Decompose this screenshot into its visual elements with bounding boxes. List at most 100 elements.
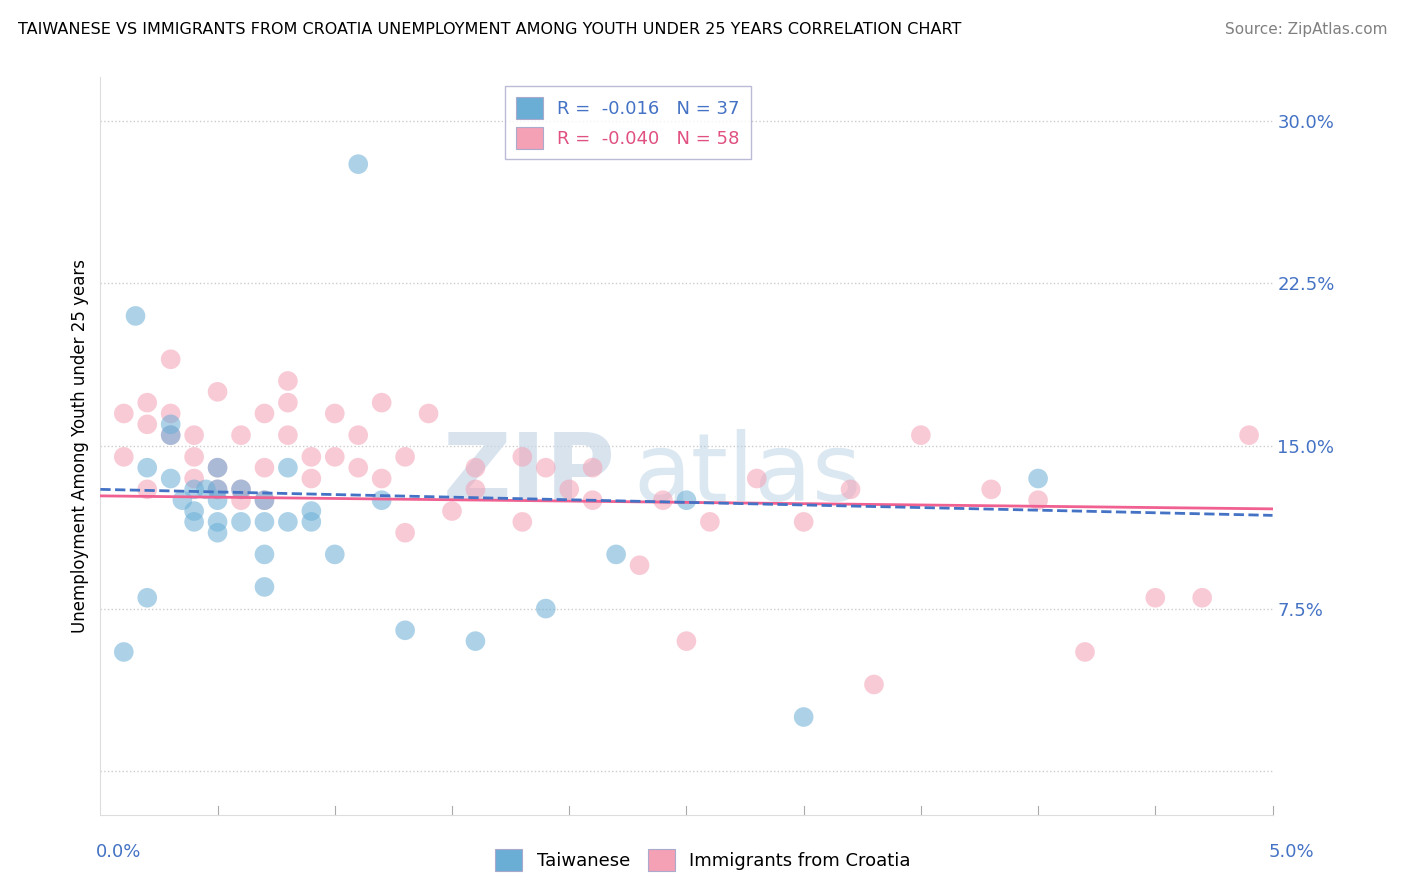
Point (1026, 493, 1049, 508)
Point (512, 515, 534, 529)
Legend: R =  -0.016   N = 37, R =  -0.040   N = 58: R = -0.016 N = 37, R = -0.040 N = 58 (505, 87, 751, 160)
Point (136, 591, 159, 605)
Point (394, 624, 416, 638)
Point (394, 450, 416, 464)
Point (136, 417, 159, 432)
Point (1144, 591, 1167, 605)
Point (112, 645, 135, 659)
Point (534, 601, 557, 615)
Point (159, 407, 181, 421)
Point (253, 407, 276, 421)
Point (159, 428, 181, 442)
Point (793, 710, 815, 724)
Point (558, 483, 581, 497)
Point (277, 460, 299, 475)
Point (253, 493, 276, 508)
Text: 0.0%: 0.0% (96, 843, 141, 861)
Point (464, 634, 486, 648)
Point (124, 309, 146, 323)
Point (207, 483, 229, 497)
Text: 5.0%: 5.0% (1270, 843, 1315, 861)
Point (605, 548, 627, 562)
Point (277, 428, 299, 442)
Point (347, 428, 370, 442)
Point (370, 493, 392, 508)
Point (207, 460, 229, 475)
Text: atlas: atlas (634, 429, 862, 522)
Point (394, 525, 416, 540)
Point (172, 493, 194, 508)
Legend: Taiwanese, Immigrants from Croatia: Taiwanese, Immigrants from Croatia (488, 842, 918, 879)
Point (183, 483, 205, 497)
Point (347, 460, 370, 475)
Point (207, 515, 229, 529)
Point (277, 515, 299, 529)
Point (582, 460, 605, 475)
Point (323, 407, 346, 421)
Point (253, 548, 276, 562)
Point (534, 460, 557, 475)
Point (159, 352, 181, 367)
Point (194, 483, 217, 497)
Point (440, 504, 463, 518)
Point (464, 460, 486, 475)
Point (323, 450, 346, 464)
Point (253, 515, 276, 529)
Point (277, 395, 299, 409)
Point (1074, 645, 1097, 659)
Point (793, 515, 815, 529)
Text: ZIP: ZIP (443, 429, 616, 522)
Point (699, 515, 721, 529)
Point (136, 460, 159, 475)
Point (418, 407, 440, 421)
Point (253, 460, 276, 475)
Point (183, 471, 205, 485)
Point (910, 428, 932, 442)
Point (229, 493, 252, 508)
Point (183, 450, 205, 464)
Point (299, 471, 322, 485)
Point (1237, 428, 1260, 442)
Point (112, 407, 135, 421)
Point (512, 450, 534, 464)
Point (980, 483, 1002, 497)
Point (229, 515, 252, 529)
Point (299, 515, 322, 529)
Point (839, 483, 862, 497)
Text: TAIWANESE VS IMMIGRANTS FROM CROATIA UNEMPLOYMENT AMONG YOUTH UNDER 25 YEARS COR: TAIWANESE VS IMMIGRANTS FROM CROATIA UNE… (18, 22, 962, 37)
Point (299, 504, 322, 518)
Point (675, 634, 697, 648)
Point (229, 428, 252, 442)
Point (652, 493, 675, 508)
Point (323, 548, 346, 562)
Point (136, 395, 159, 409)
Point (745, 471, 768, 485)
Point (207, 483, 229, 497)
Point (136, 483, 159, 497)
Y-axis label: Unemployment Among Youth under 25 years: Unemployment Among Youth under 25 years (72, 259, 89, 633)
Point (370, 471, 392, 485)
Point (299, 450, 322, 464)
Point (207, 493, 229, 508)
Point (347, 157, 370, 171)
Point (112, 450, 135, 464)
Point (253, 580, 276, 594)
Point (183, 428, 205, 442)
Point (229, 483, 252, 497)
Point (253, 493, 276, 508)
Point (159, 428, 181, 442)
Point (863, 677, 886, 691)
Point (464, 483, 486, 497)
Point (277, 374, 299, 388)
Point (207, 460, 229, 475)
Text: Source: ZipAtlas.com: Source: ZipAtlas.com (1225, 22, 1388, 37)
Point (207, 384, 229, 399)
Point (159, 471, 181, 485)
Point (628, 558, 651, 573)
Point (1026, 471, 1049, 485)
Point (370, 395, 392, 409)
Point (183, 515, 205, 529)
Point (207, 525, 229, 540)
Point (582, 493, 605, 508)
Point (159, 417, 181, 432)
